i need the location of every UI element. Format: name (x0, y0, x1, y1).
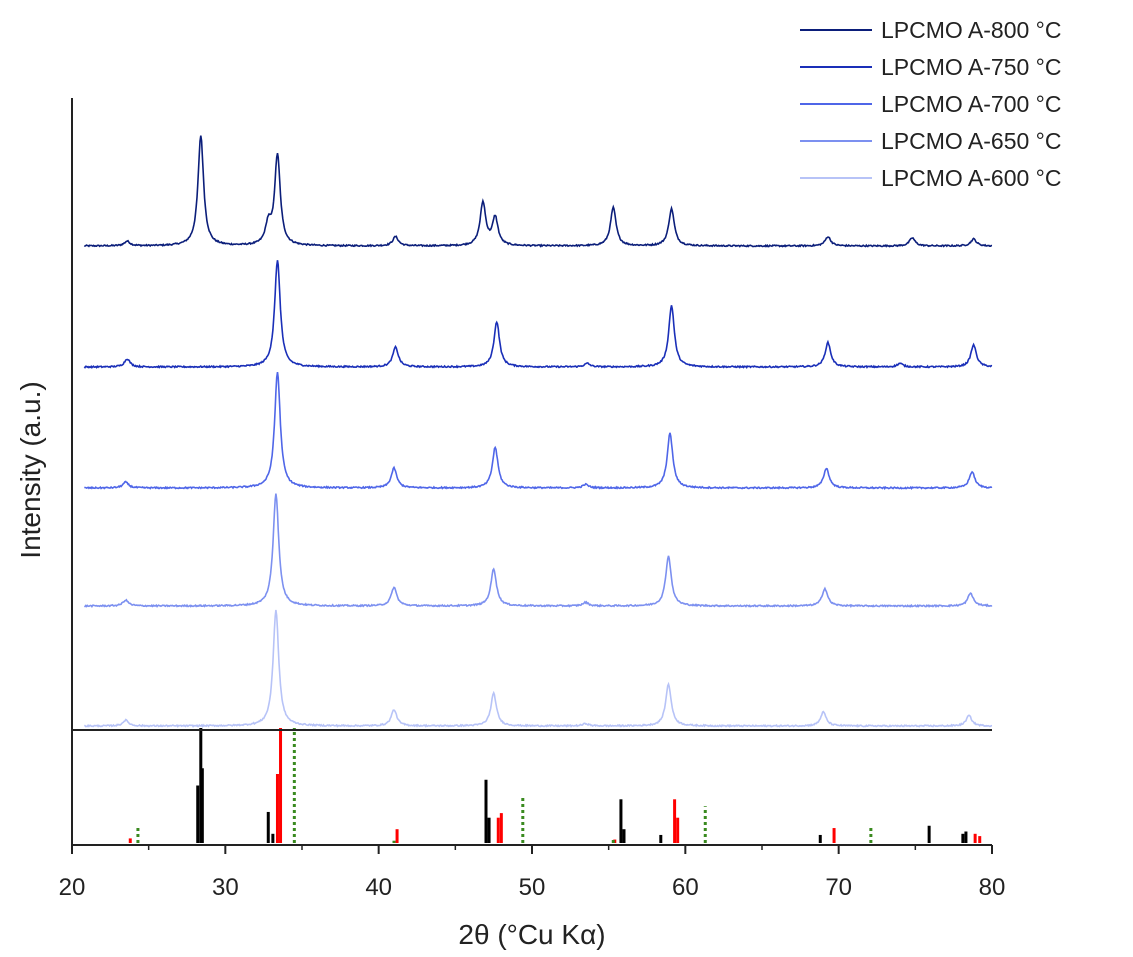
x-tick-label-50: 50 (519, 874, 546, 901)
series-line-2 (83, 260, 993, 369)
pattern-lines (83, 135, 993, 728)
x-tick-label-60: 60 (672, 874, 699, 901)
legend-label-1: LPCMO A-800 °C (881, 17, 1062, 43)
x-ticks: 20 30 40 50 60 70 80 (59, 845, 1006, 901)
series-line-3 (84, 371, 993, 491)
x-tick-label-70: 70 (825, 874, 852, 901)
series-line-1 (83, 135, 993, 248)
x-tick-label-20: 20 (59, 874, 86, 901)
axes (71, 98, 992, 846)
legend-label-4: LPCMO A-650 °C (881, 128, 1062, 154)
legend-label-3: LPCMO A-700 °C (881, 91, 1062, 117)
reference-sticks (128, 728, 982, 843)
series-line-5 (83, 609, 993, 728)
legend: LPCMO A-800 °C LPCMO A-750 °C LPCMO A-700 … (800, 17, 1062, 191)
legend-label-2: LPCMO A-750 °C (881, 54, 1062, 80)
series-line-4 (83, 493, 993, 609)
x-tick-label-80: 80 (979, 874, 1006, 901)
legend-label-5: LPCMO A-600 °C (881, 165, 1062, 191)
x-tick-label-30: 30 (212, 874, 239, 901)
x-tick-label-40: 40 (365, 874, 392, 901)
x-axis-title: 2θ (°Cu Kα) (458, 919, 605, 950)
y-axis-title: Intensity (a.u.) (15, 381, 46, 558)
